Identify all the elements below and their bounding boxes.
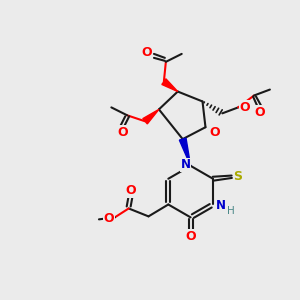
Polygon shape bbox=[179, 138, 191, 166]
Polygon shape bbox=[162, 79, 178, 92]
Text: O: O bbox=[240, 101, 250, 114]
Text: O: O bbox=[185, 230, 196, 243]
Text: S: S bbox=[233, 170, 242, 183]
Polygon shape bbox=[143, 110, 159, 124]
Text: O: O bbox=[103, 212, 114, 225]
Text: O: O bbox=[117, 126, 128, 139]
Text: O: O bbox=[209, 126, 220, 139]
Text: O: O bbox=[255, 106, 265, 119]
Text: N: N bbox=[181, 158, 191, 171]
Text: O: O bbox=[125, 184, 136, 197]
Text: O: O bbox=[142, 46, 152, 59]
Text: H: H bbox=[227, 206, 235, 216]
Text: N: N bbox=[216, 199, 226, 212]
